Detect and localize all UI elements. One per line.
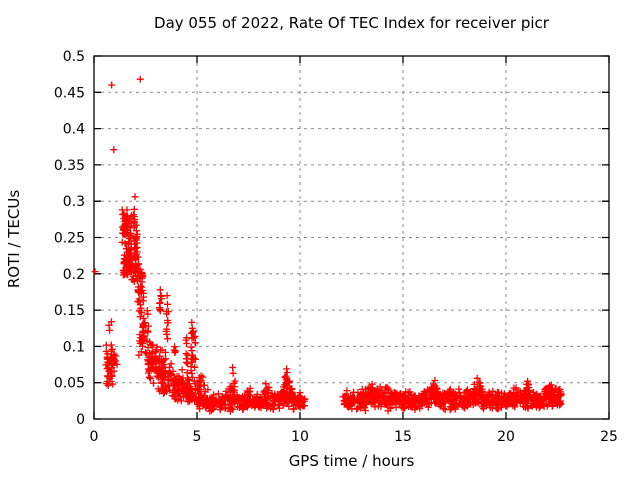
x-axis-label: GPS time / hours xyxy=(288,452,415,470)
y-axis-label: ROTI / TECUs xyxy=(5,189,23,289)
y-tick-label: 0.05 xyxy=(54,376,85,392)
x-tick-label: 20 xyxy=(497,429,515,445)
y-tick-label: 0.4 xyxy=(63,122,85,138)
x-tick-label: 0 xyxy=(90,429,99,445)
y-tick-label: 0.45 xyxy=(54,85,85,101)
data-points xyxy=(91,75,565,415)
y-tick-label: 0.3 xyxy=(63,194,85,210)
x-tick-label: 10 xyxy=(291,429,309,445)
y-tick-label: 0.2 xyxy=(63,267,85,283)
grid-lines xyxy=(94,56,609,419)
plot-frame xyxy=(93,55,610,420)
x-tick-label: 5 xyxy=(193,429,202,445)
x-tick-label: 25 xyxy=(600,429,618,445)
y-tick-label: 0.5 xyxy=(63,49,85,65)
y-tick-label: 0.1 xyxy=(63,339,85,355)
y-tick-label: 0.35 xyxy=(54,158,85,174)
chart-title: Day 055 of 2022, Rate Of TEC Index for r… xyxy=(154,14,549,32)
y-tick-label: 0.15 xyxy=(54,303,85,319)
y-tick-label: 0.25 xyxy=(54,231,85,247)
y-tick-label: 0 xyxy=(76,412,85,428)
x-tick-label: 15 xyxy=(394,429,412,445)
